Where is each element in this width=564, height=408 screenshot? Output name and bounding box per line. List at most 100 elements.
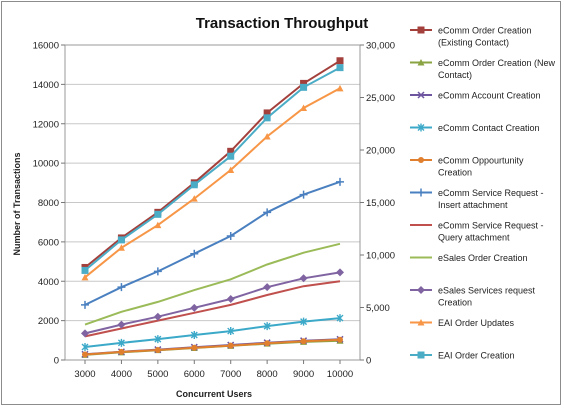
y-tick-label: 6000 bbox=[38, 237, 59, 248]
legend-label-line: eComm Order Creation bbox=[438, 26, 532, 36]
data-point bbox=[299, 274, 308, 283]
data-point bbox=[117, 320, 126, 329]
data-point bbox=[190, 330, 198, 339]
x-tick-label: 6000 bbox=[184, 369, 205, 380]
data-point bbox=[263, 133, 271, 140]
legend: eComm Order Creation (Existing Contact)eC… bbox=[410, 26, 556, 361]
y-tick-label: 16000 bbox=[33, 41, 59, 52]
legend-item-5: eComm Oppourtunity Creation bbox=[410, 156, 524, 178]
series-11 bbox=[81, 64, 344, 274]
legend-label: eSales Services request Creation bbox=[438, 286, 536, 308]
data-point bbox=[226, 294, 235, 303]
series-4 bbox=[81, 314, 344, 352]
legend-label-line: Contact) bbox=[438, 70, 472, 80]
y-tick-label: 8000 bbox=[38, 198, 59, 209]
series-line bbox=[84, 338, 341, 356]
y-tick-label: 0 bbox=[54, 356, 59, 367]
data-point bbox=[299, 190, 308, 199]
legend-item-1: eComm Order Creation (Existing Contact) bbox=[410, 26, 532, 48]
series-line bbox=[84, 87, 341, 279]
data-point bbox=[154, 210, 162, 218]
data-point bbox=[190, 249, 199, 258]
x-tick-label: 5000 bbox=[147, 369, 168, 380]
data-point bbox=[336, 177, 344, 186]
data-point bbox=[336, 84, 344, 92]
x-tick-label: 4000 bbox=[111, 369, 132, 380]
legend-label-line: eSales Services request bbox=[438, 286, 536, 296]
legend-marker bbox=[417, 59, 425, 66]
series-line bbox=[84, 59, 341, 269]
data-point bbox=[153, 267, 162, 276]
legend-marker bbox=[417, 351, 425, 359]
data-point bbox=[117, 283, 126, 292]
data-point bbox=[117, 236, 125, 244]
data-point bbox=[190, 195, 198, 202]
legend-marker bbox=[417, 123, 425, 132]
series-line bbox=[84, 280, 341, 338]
y2-tick-label: 5,000 bbox=[366, 303, 390, 314]
legend-label-line: eComm Contact Creation bbox=[438, 123, 540, 133]
legend-label: eComm Service Request - Insert attachment bbox=[438, 188, 544, 210]
series-line bbox=[84, 317, 341, 348]
series-group bbox=[81, 57, 344, 358]
legend-item-3: eComm Account Creation bbox=[410, 91, 541, 101]
x-tick-label: 8000 bbox=[257, 369, 278, 380]
legend-label: EAI Order Creation bbox=[438, 351, 515, 361]
x-axis-title: Concurrent Users bbox=[176, 389, 252, 399]
legend-label-line: eComm Account Creation bbox=[438, 91, 541, 101]
axes: 0 2000 4000 6000 8000 10000 12000 14000 16000 0 5,… bbox=[33, 41, 395, 381]
legend-label-line: Creation bbox=[438, 298, 472, 308]
legend-label-line: eComm Service Request - bbox=[438, 221, 544, 231]
legend-item-9: eSales Services request Creation bbox=[410, 286, 536, 308]
data-point bbox=[227, 327, 235, 336]
data-point bbox=[336, 268, 344, 277]
data-point bbox=[81, 273, 89, 281]
legend-marker bbox=[417, 319, 425, 326]
data-point bbox=[154, 335, 162, 344]
x-tick-label: 3000 bbox=[74, 369, 95, 380]
y2-tick-label: 20,000 bbox=[366, 146, 395, 157]
data-point bbox=[300, 104, 308, 111]
series-6 bbox=[81, 177, 344, 309]
data-point bbox=[154, 346, 161, 353]
data-point bbox=[190, 303, 199, 312]
data-point bbox=[190, 181, 198, 189]
y2-tick-label: 0 bbox=[366, 356, 371, 367]
data-point bbox=[336, 64, 344, 72]
legend-marker bbox=[417, 91, 425, 99]
gridlines bbox=[65, 44, 360, 322]
data-point bbox=[81, 329, 89, 338]
legend-label: eComm Account Creation bbox=[438, 91, 541, 101]
data-point bbox=[337, 336, 343, 343]
legend-label: eComm Oppourtunity Creation bbox=[438, 156, 524, 178]
x-tick-label: 9000 bbox=[293, 369, 314, 380]
legend-item-10: EAI Order Updates bbox=[410, 318, 515, 328]
legend-label-line: (Existing Contact) bbox=[438, 38, 509, 48]
legend-label-line: EAI Order Updates bbox=[438, 318, 515, 328]
y-tick-label: 12000 bbox=[33, 119, 59, 130]
y-tick-label: 14000 bbox=[33, 80, 59, 91]
data-point bbox=[227, 152, 235, 160]
legend-label: eComm Service Request - Query attachment bbox=[438, 221, 544, 243]
series-line bbox=[84, 180, 341, 306]
data-point bbox=[263, 283, 272, 292]
y2-tick-label: 30,000 bbox=[366, 41, 395, 52]
legend-label: eSales Order Creation bbox=[438, 253, 528, 263]
series-9 bbox=[81, 268, 344, 338]
data-point bbox=[117, 244, 125, 251]
legend-label-line: Query attachment bbox=[438, 233, 510, 243]
data-point bbox=[336, 57, 344, 65]
data-point bbox=[153, 312, 162, 321]
series-8 bbox=[84, 242, 341, 326]
data-point bbox=[118, 348, 125, 355]
data-point bbox=[117, 338, 125, 347]
legend-marker bbox=[417, 286, 425, 294]
data-point bbox=[300, 83, 308, 91]
data-point bbox=[81, 300, 89, 309]
chart-title: Transaction Throughput bbox=[196, 15, 369, 32]
legend-marker bbox=[417, 188, 425, 197]
legend-label: EAI Order Updates bbox=[438, 318, 515, 328]
legend-item-8: eSales Order Creation bbox=[410, 253, 528, 263]
legend-label: eComm Order Creation (New Contact) bbox=[438, 58, 556, 80]
